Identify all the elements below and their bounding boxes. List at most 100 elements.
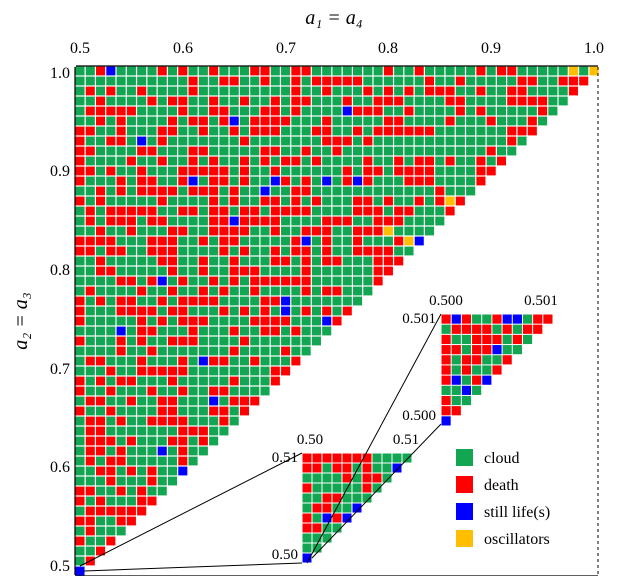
cell-death [96, 546, 106, 556]
cell-death [209, 356, 219, 366]
inset-cell-cloud [302, 503, 312, 513]
cell-cloud [96, 476, 106, 486]
cell-cloud [250, 346, 260, 356]
cell-cloud [383, 76, 393, 86]
cell-death [219, 176, 229, 186]
cell-cloud [96, 456, 106, 466]
cell-cloud [342, 256, 352, 266]
cell-cloud [198, 86, 208, 96]
cell-cloud [167, 136, 178, 146]
cell-cloud [476, 146, 486, 156]
cell-cloud [270, 136, 280, 146]
cell-cloud [147, 336, 157, 346]
inset-cell-cloud [441, 385, 451, 395]
cell-death [157, 136, 167, 146]
cell-death [250, 286, 260, 296]
cell-cloud [250, 76, 260, 86]
cell-cloud [466, 116, 476, 126]
cell-death [219, 386, 229, 396]
cell-cloud [322, 266, 332, 276]
cell-death [96, 376, 106, 386]
cell-death [579, 76, 589, 86]
cell-death [75, 376, 85, 386]
cell-cloud [137, 266, 147, 276]
cell-death [291, 96, 301, 106]
cell-death [178, 226, 188, 236]
cell-death [157, 246, 167, 256]
inset-cell-death [312, 453, 322, 463]
cell-cloud [414, 116, 424, 126]
cell-death [342, 136, 352, 146]
cell-cloud [75, 326, 85, 336]
cell-cloud [332, 296, 342, 306]
cell-cloud [270, 306, 280, 316]
cell-cloud [332, 226, 342, 236]
cell-cloud [126, 386, 136, 396]
cell-cloud [167, 466, 178, 476]
cell-cloud [496, 96, 507, 106]
cell-death [424, 86, 435, 96]
cell-cloud [126, 416, 136, 426]
cell-cloud [373, 66, 383, 76]
cell-cloud [322, 186, 332, 196]
cell-cloud [85, 196, 95, 206]
cell-cloud [517, 66, 527, 76]
cell-cloud [311, 256, 321, 266]
cell-death [270, 276, 280, 286]
cell-cloud [167, 86, 178, 96]
cell-death [178, 296, 188, 306]
inset-cell-still [441, 416, 451, 426]
cell-cloud [363, 66, 373, 76]
inset-cell-death [441, 395, 451, 406]
cell-cloud [404, 96, 414, 106]
cell-cloud [157, 116, 167, 126]
cell-death [188, 316, 198, 326]
cell-cloud [373, 76, 383, 86]
cell-cloud [147, 226, 157, 236]
cell-cloud [383, 106, 393, 116]
cell-death [517, 96, 527, 106]
cell-cloud [353, 96, 363, 106]
cell-cloud [301, 86, 311, 96]
cell-death [178, 176, 188, 186]
inset-cell-cloud [482, 365, 492, 375]
inset-cell-cloud [352, 493, 362, 503]
cell-cloud [311, 96, 321, 106]
cell-death [147, 246, 157, 256]
cell-cloud [332, 246, 342, 256]
cell-death [116, 516, 126, 526]
cell-death [96, 66, 106, 76]
cell-cloud [250, 236, 260, 246]
y-tick-label: 0.9 [50, 163, 70, 180]
cell-cloud [229, 246, 239, 256]
cell-death [322, 116, 332, 126]
cell-cloud [250, 86, 260, 96]
cell-death [85, 526, 95, 536]
cell-cloud [75, 216, 85, 226]
cell-death [229, 266, 239, 276]
cell-cloud [435, 66, 445, 76]
cell-cloud [85, 96, 95, 106]
cell-death [116, 296, 126, 306]
inset-cell-still [492, 345, 502, 355]
cell-cloud [167, 316, 178, 326]
inset-cell-still [482, 375, 492, 385]
cell-cloud [188, 256, 198, 266]
inset-cell-death [482, 334, 492, 345]
cell-cloud [414, 206, 424, 216]
inset-1-y-tick: 0.50 [272, 547, 298, 563]
inset-cell-death [332, 513, 342, 523]
cell-cloud [558, 96, 568, 106]
cell-cloud [353, 266, 363, 276]
cell-cloud [394, 136, 404, 146]
cell-cloud [424, 206, 435, 216]
cell-cloud [198, 216, 208, 226]
cell-cloud [106, 496, 116, 506]
cell-cloud [178, 286, 188, 296]
cell-death [85, 486, 95, 496]
cell-cloud [424, 96, 435, 106]
cell-death [250, 266, 260, 276]
cell-cloud [291, 166, 301, 176]
cell-death [260, 296, 270, 306]
cell-cloud [260, 336, 270, 346]
